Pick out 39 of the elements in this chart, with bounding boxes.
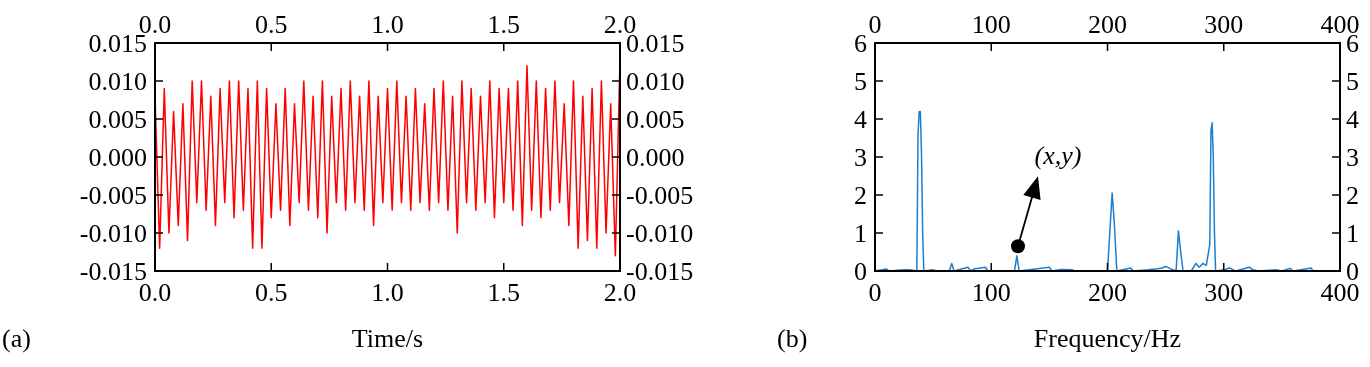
x-tick-label: 0.5 — [255, 10, 288, 39]
y-tick-label: 0.005 — [88, 105, 147, 135]
x2-tick-label: 1.5 — [487, 278, 520, 307]
y-tick-label: 6 — [854, 29, 867, 59]
x2-tick-label: 100 — [971, 278, 1011, 307]
y2-tick-label: 0.005 — [626, 105, 685, 135]
x-tick-label: 1.0 — [371, 10, 404, 39]
y-tick-label: 0 — [854, 257, 867, 287]
x2-tick-label: 0.5 — [255, 278, 288, 307]
x-tick-label: 200 — [1088, 10, 1127, 39]
y-tick-label: -0.010 — [79, 219, 147, 249]
y-tick-label: -0.005 — [79, 181, 147, 211]
y-tick-label: 0.000 — [88, 143, 147, 173]
y-tick-label: 1 — [854, 219, 867, 249]
y2-tick-label: 5 — [1346, 67, 1359, 97]
y-tick-label: 4 — [854, 105, 867, 135]
x2-tick-label: 1.0 — [371, 278, 404, 307]
y2-tick-label: 3 — [1346, 143, 1359, 173]
text: (a) — [2, 324, 31, 353]
x-axis-title: Frequency/Hz — [1033, 324, 1182, 353]
text: (b) — [777, 324, 808, 353]
x2-tick-label: 300 — [1204, 278, 1244, 307]
x-tick-label: 100 — [971, 10, 1011, 39]
y-tick-label: 5 — [854, 67, 867, 97]
y2-tick-label: 2 — [1346, 181, 1359, 211]
y2-tick-label: 1 — [1346, 219, 1359, 249]
x-axis-title: Time/s — [351, 324, 424, 353]
y2-tick-label: 4 — [1346, 105, 1359, 135]
y2-tick-label: 0.010 — [626, 67, 685, 97]
y2-tick-label: -0.010 — [626, 219, 694, 249]
y-tick-label: 2 — [854, 181, 867, 211]
y-tick-label: 0.010 — [88, 67, 147, 97]
y-tick-label: 3 — [854, 143, 867, 173]
annotation: (x,y) — [1034, 141, 1082, 171]
x-tick-label: 300 — [1204, 10, 1244, 39]
y2-tick-label: -0.005 — [626, 181, 694, 211]
x-tick-label: 1.5 — [487, 10, 520, 39]
y2-tick-label: 0.000 — [626, 143, 685, 173]
x2-tick-label: 200 — [1088, 278, 1127, 307]
